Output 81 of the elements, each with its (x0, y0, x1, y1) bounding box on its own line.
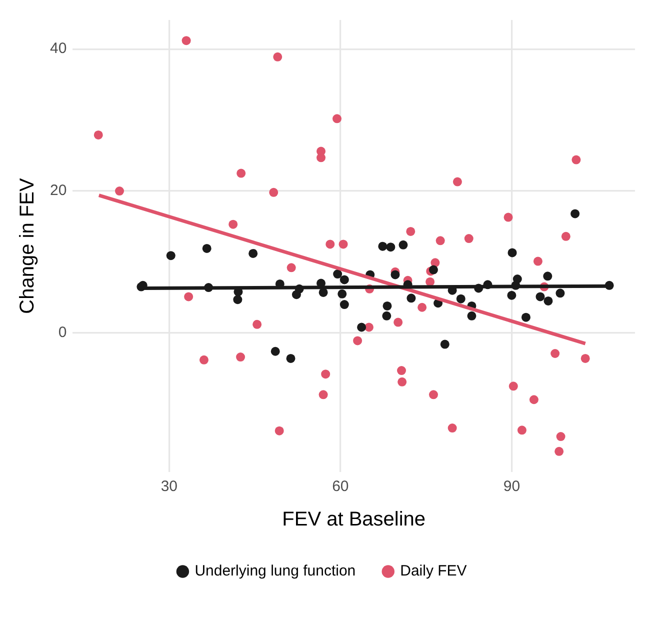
point (340, 300, 349, 310)
point (199, 355, 208, 364)
point (507, 290, 516, 300)
point (406, 294, 416, 303)
point (398, 240, 408, 250)
x-tick-label: 90 (503, 478, 520, 496)
point (378, 242, 388, 251)
y-tick-label: 0 (58, 324, 67, 342)
point (508, 382, 518, 391)
point (228, 220, 238, 229)
point (390, 270, 400, 280)
point (580, 354, 590, 363)
point (572, 155, 581, 164)
point (252, 320, 262, 329)
point (452, 177, 462, 186)
point (182, 36, 191, 46)
point (556, 432, 566, 442)
point (436, 236, 445, 246)
point (166, 251, 176, 260)
point (536, 292, 545, 302)
point (406, 226, 416, 236)
point (521, 312, 530, 322)
point (202, 244, 212, 253)
point (292, 290, 301, 300)
point (184, 292, 194, 302)
point (236, 168, 246, 178)
point (418, 302, 427, 312)
point (357, 322, 366, 332)
point (543, 272, 552, 281)
x-tick-label: 30 (160, 478, 178, 496)
y-axis-title: Change in FEV (16, 178, 39, 314)
point (269, 188, 278, 197)
y-tick-label: 20 (50, 182, 67, 200)
point (326, 240, 335, 249)
legend-label: Daily FEV (400, 562, 467, 580)
point (440, 340, 450, 349)
point (544, 296, 553, 306)
point (94, 130, 103, 140)
point (273, 52, 282, 62)
point (321, 370, 330, 379)
point (428, 265, 438, 274)
point (456, 294, 466, 304)
point (467, 311, 476, 320)
point (556, 288, 565, 298)
point (533, 256, 542, 266)
point (504, 212, 513, 222)
point (236, 352, 246, 362)
point (338, 289, 347, 298)
point (398, 377, 407, 386)
point (448, 424, 457, 433)
point (386, 242, 396, 252)
point (338, 240, 348, 249)
point (274, 426, 284, 436)
point (394, 318, 403, 327)
point (332, 114, 342, 124)
point (550, 349, 560, 358)
point (397, 366, 406, 376)
point (286, 354, 296, 363)
point (428, 390, 438, 400)
x-axis-title: FEV at Baseline (282, 508, 426, 531)
point (529, 395, 538, 404)
point (353, 336, 362, 346)
point (382, 301, 392, 310)
point (554, 446, 564, 456)
point (570, 209, 580, 218)
point (114, 186, 124, 196)
point (340, 275, 349, 284)
y-tick-label: 40 (50, 40, 67, 58)
point (382, 311, 392, 320)
point (270, 346, 280, 356)
point (508, 248, 517, 258)
point (464, 234, 474, 244)
point (286, 263, 296, 272)
point (248, 248, 258, 258)
point (561, 232, 570, 241)
legend-label: Underlying lung function (194, 562, 356, 580)
x-tick-label: 60 (332, 478, 349, 496)
point (318, 390, 328, 400)
point (333, 270, 342, 279)
point (233, 295, 242, 304)
point (517, 426, 526, 435)
